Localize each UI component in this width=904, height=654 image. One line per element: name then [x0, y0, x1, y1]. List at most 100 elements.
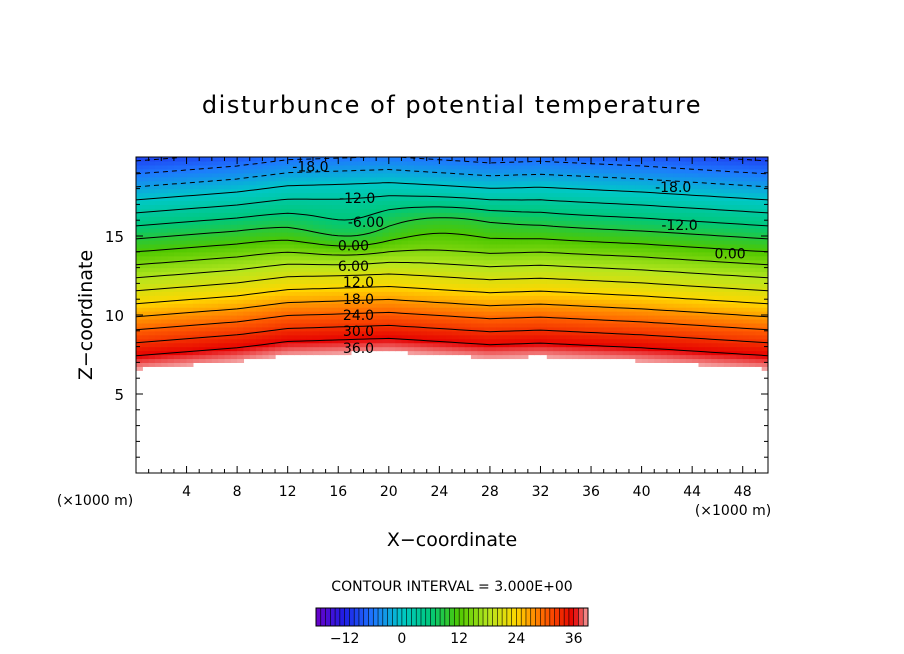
field-cell — [344, 184, 352, 190]
field-cell — [142, 275, 150, 281]
field-cell — [711, 160, 719, 166]
field-cell — [591, 251, 598, 257]
field-cell — [704, 212, 712, 217]
field-cell — [300, 267, 308, 273]
field-cell — [717, 295, 725, 300]
field-cell — [489, 271, 497, 277]
field-cell — [262, 271, 270, 277]
field-cell — [610, 283, 617, 288]
field-cell — [452, 192, 459, 198]
field-cell — [553, 243, 561, 249]
field-cell — [300, 295, 308, 300]
field-cell — [483, 239, 491, 245]
field-cell — [173, 180, 181, 186]
field-cell — [136, 259, 143, 265]
field-cell — [275, 157, 282, 162]
field-cell — [496, 342, 504, 348]
field-cell — [344, 216, 352, 221]
field-cell — [692, 358, 700, 363]
field-cell — [186, 168, 194, 174]
field-cell — [496, 330, 504, 336]
field-cell — [306, 224, 314, 229]
field-cell — [211, 318, 219, 324]
field-cell — [154, 212, 162, 217]
field-cell — [515, 267, 523, 273]
field-cell — [565, 236, 573, 241]
field-cell — [572, 216, 579, 221]
field-cell — [357, 299, 365, 304]
field-cell — [186, 295, 194, 300]
field-cell — [515, 160, 523, 166]
field-cell — [736, 263, 744, 269]
field-cell — [325, 346, 333, 352]
field-cell — [565, 267, 573, 273]
field-cell — [464, 322, 472, 328]
field-cell — [711, 362, 719, 367]
field-cell — [534, 232, 542, 237]
field-cell — [262, 176, 270, 182]
field-cell — [553, 307, 561, 312]
field-cell — [572, 200, 579, 205]
field-cell — [287, 228, 295, 233]
field-cell — [420, 322, 428, 328]
field-cell — [660, 354, 668, 360]
field-cell — [698, 184, 706, 190]
field-cell — [357, 307, 365, 312]
field-cell — [148, 318, 156, 324]
field-cell — [395, 303, 403, 308]
field-cell — [742, 311, 750, 316]
field-cell — [338, 192, 346, 198]
field-cell — [407, 157, 415, 162]
field-cell — [477, 279, 485, 284]
field-cell — [736, 200, 744, 205]
field-cell — [249, 216, 257, 221]
field-cell — [685, 259, 693, 265]
field-cell — [230, 200, 238, 205]
field-cell — [275, 267, 282, 273]
field-cell — [489, 307, 497, 312]
field-cell — [319, 338, 327, 344]
field-cell — [521, 279, 529, 284]
field-cell — [256, 283, 263, 288]
field-cell — [407, 176, 415, 182]
field-cell — [312, 259, 320, 265]
field-cell — [711, 283, 719, 288]
field-cell — [679, 303, 687, 308]
field-cell — [173, 192, 181, 198]
field-cell — [470, 232, 478, 237]
field-cell — [287, 220, 295, 225]
field-cell — [275, 251, 282, 257]
field-cell — [148, 160, 156, 166]
field-cell — [704, 342, 712, 348]
field-cell — [237, 216, 245, 221]
field-cell — [723, 184, 731, 190]
field-cell — [489, 279, 497, 284]
field-cell — [445, 239, 453, 245]
field-cell — [685, 326, 693, 332]
field-cell — [730, 160, 737, 166]
field-cell — [281, 307, 289, 312]
field-cell — [350, 322, 358, 328]
field-cell — [338, 204, 346, 209]
field-cell — [470, 275, 478, 281]
field-cell — [502, 267, 510, 273]
field-cell — [218, 263, 226, 269]
field-cell — [527, 192, 535, 198]
field-cell — [395, 232, 403, 237]
field-cell — [666, 192, 674, 198]
field-cell — [692, 216, 700, 221]
field-cell — [540, 204, 548, 209]
field-cell — [414, 184, 421, 190]
field-cell — [294, 251, 301, 257]
field-cell — [401, 303, 409, 308]
field-cell — [464, 224, 472, 229]
field-cell — [502, 247, 510, 253]
field-cell — [243, 259, 251, 265]
field-cell — [483, 279, 491, 284]
field-cell — [464, 267, 472, 273]
field-cell — [559, 295, 567, 300]
field-cell — [426, 330, 434, 336]
field-cell — [685, 271, 693, 277]
field-cell — [205, 216, 213, 221]
field-cell — [338, 259, 346, 265]
